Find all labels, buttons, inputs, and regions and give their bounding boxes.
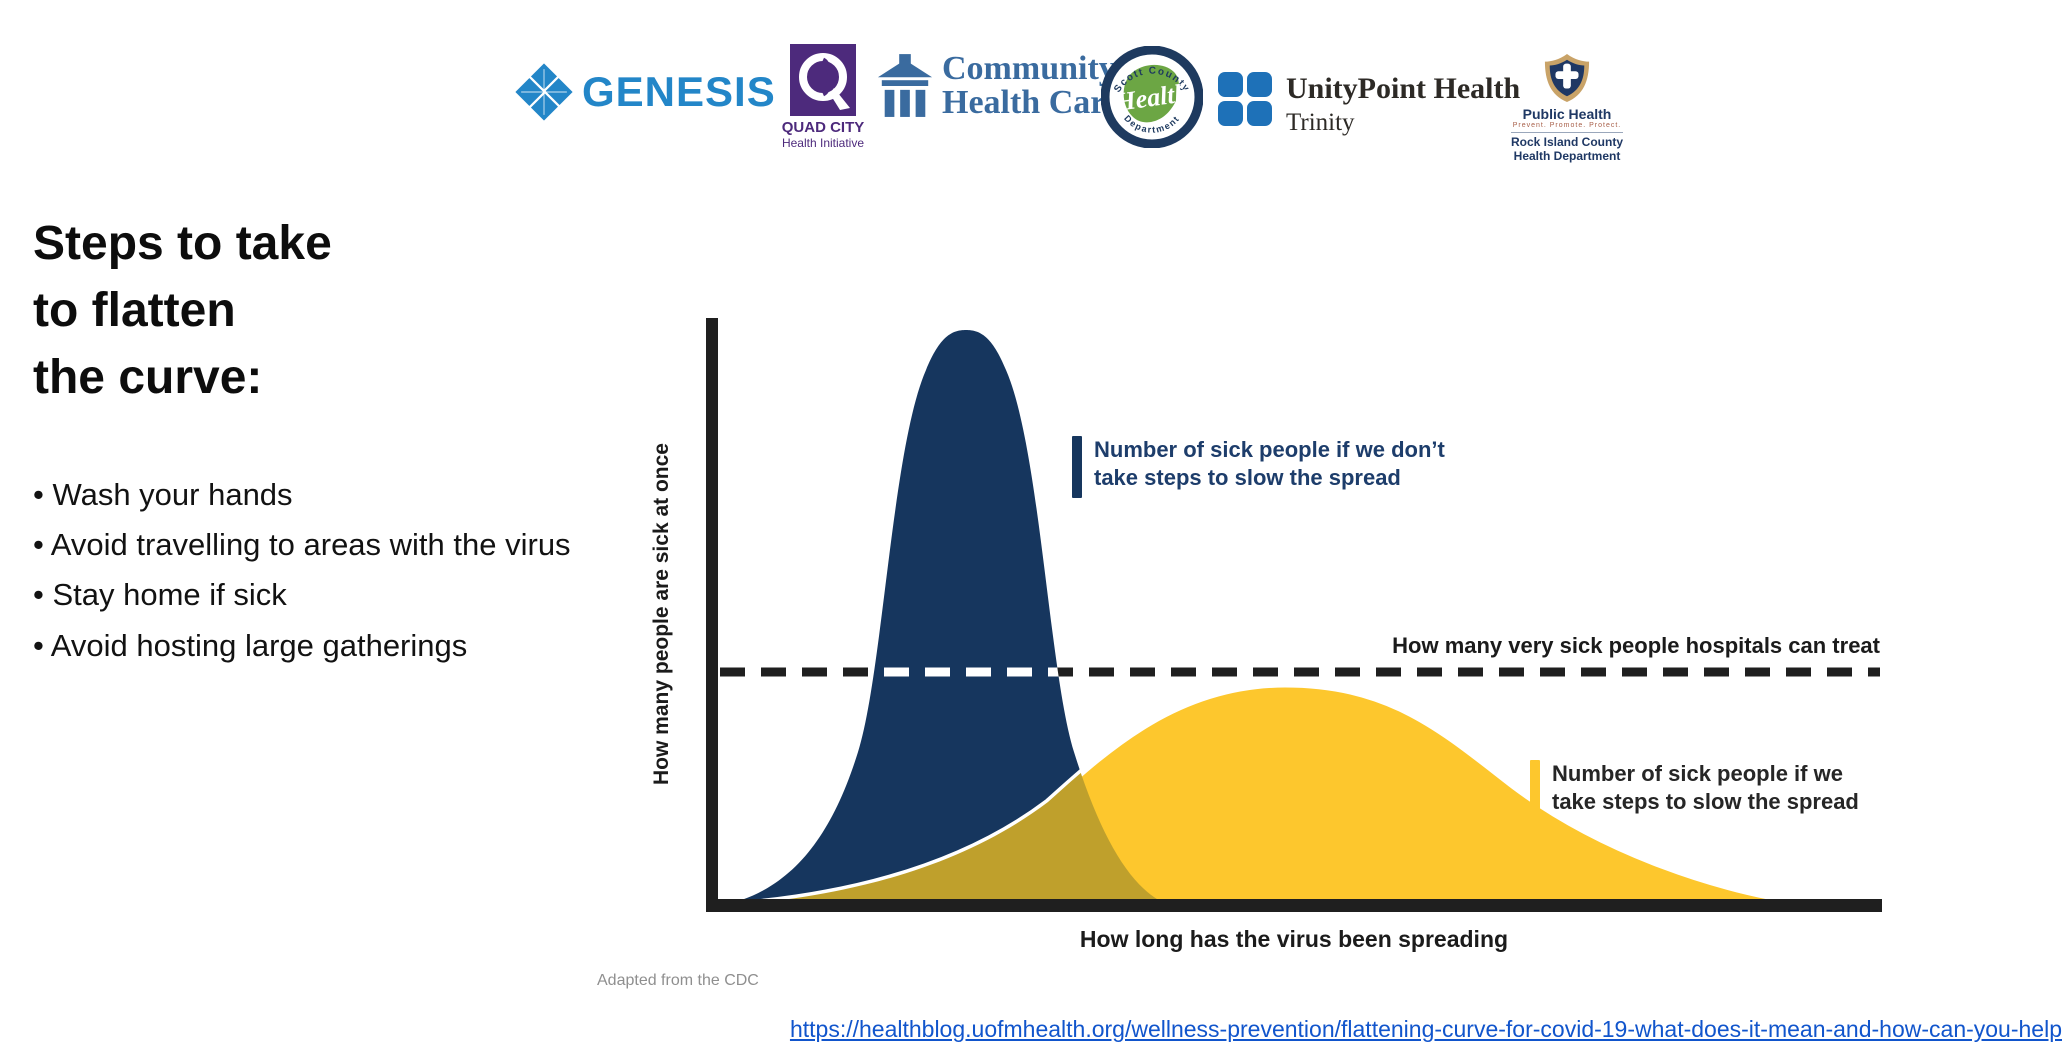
legend-action-text: Number of sick people if we take steps t…: [1552, 761, 1859, 814]
health-department-line: Health Department: [1513, 149, 1621, 163]
quad-city-name: QUAD CITY: [781, 119, 865, 136]
x-axis: [706, 899, 1882, 912]
bullet-icon: •: [33, 627, 51, 663]
scott-county-health-logo: Scott County Department Health: [1100, 45, 1204, 153]
rock-island-county-line: Rock Island County: [1510, 132, 1623, 149]
list-item: • Stay home if sick: [33, 570, 598, 620]
public-health-title: Public Health: [1522, 106, 1612, 122]
temple-icon: [877, 54, 933, 117]
x-axis-label: How long has the virus been spreading: [1079, 926, 1509, 952]
list-item: • Avoid travelling to areas with the vir…: [33, 520, 598, 570]
scott-county-seal-icon: Scott County Department Health: [1100, 45, 1204, 149]
legend-swatch-yellow: [1530, 760, 1540, 820]
y-axis-label: How many people are sick at once: [650, 443, 673, 785]
bullet-text: Wash your hands: [52, 477, 293, 512]
genesis-wordmark: GENESIS: [582, 68, 776, 115]
bullet-text: Avoid travelling to areas with the virus: [50, 527, 571, 563]
legend-no-action-text: Number of sick people if we don’t take s…: [1094, 437, 1445, 490]
y-axis: [706, 318, 718, 912]
capacity-line-label: How many very sick people hospitals can …: [1392, 633, 1880, 658]
source-link[interactable]: https://healthblog.uofmhealth.org/wellne…: [789, 1016, 2062, 1042]
bullet-icon: •: [33, 577, 53, 613]
public-health-shield-icon: [1544, 54, 1590, 102]
quad-city-q-icon: [790, 44, 856, 116]
bullet-icon: •: [33, 477, 53, 512]
list-item: • Avoid hosting large gatherings: [33, 621, 598, 671]
genesis-logo: GENESIS: [512, 60, 776, 124]
steps-bullet-list: • Wash your hands • Avoid travelling to …: [33, 470, 598, 671]
unitypoint-trinity: Trinity: [1286, 109, 1355, 136]
rock-island-county-logo: Public Health Prevent. Promote. Protect.…: [1502, 52, 1632, 163]
unitypoint-name: UnityPoint Health: [1286, 72, 1521, 105]
bullet-text: Stay home if sick: [52, 577, 287, 613]
page-title: Steps to take to flatten the curve:: [33, 217, 332, 405]
source-credit: Adapted from the CDC: [597, 972, 759, 989]
bullet-text: Avoid hosting large gatherings: [50, 627, 468, 663]
unitypoint-cross-icon: [1218, 72, 1272, 126]
quad-city-health-initiative-logo: QUAD CITY Health Initiative: [775, 44, 871, 150]
quad-city-subtitle: Health Initiative: [781, 136, 865, 150]
genesis-diamond-icon: [512, 60, 576, 124]
curve-no-action: [720, 330, 1172, 906]
legend-action: Number of sick people if we take steps t…: [1530, 760, 1859, 820]
list-item: • Wash your hands: [33, 470, 598, 520]
source-link-row: https://healthblog.uofmhealth.org/wellne…: [0, 1016, 2062, 1043]
community-line1: Community: [942, 50, 1116, 87]
flatten-curve-chart: [706, 318, 1882, 912]
legend-no-action: Number of sick people if we don’t take s…: [1072, 436, 1445, 498]
unitypoint-health-logo: UnityPoint Health Trinity: [1218, 72, 1520, 137]
bullet-icon: •: [33, 527, 51, 563]
legend-swatch-navy: [1072, 436, 1082, 498]
public-health-tagline: Prevent. Promote. Protect.: [1512, 122, 1622, 129]
